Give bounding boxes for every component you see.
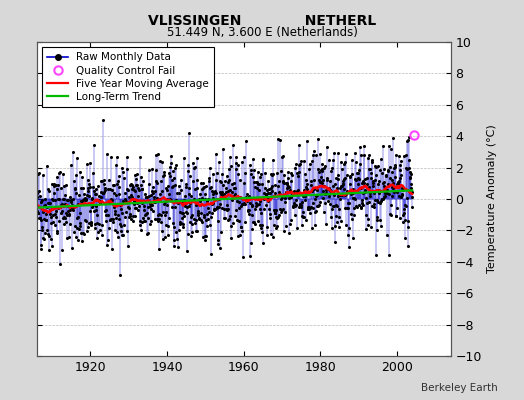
Text: 51.449 N, 3.600 E (Netherlands): 51.449 N, 3.600 E (Netherlands) <box>167 26 357 39</box>
Y-axis label: Temperature Anomaly (°C): Temperature Anomaly (°C) <box>487 125 497 273</box>
Text: VLISSINGEN             NETHERL: VLISSINGEN NETHERL <box>148 14 376 28</box>
Legend: Raw Monthly Data, Quality Control Fail, Five Year Moving Average, Long-Term Tren: Raw Monthly Data, Quality Control Fail, … <box>42 47 214 107</box>
Text: Berkeley Earth: Berkeley Earth <box>421 383 498 393</box>
